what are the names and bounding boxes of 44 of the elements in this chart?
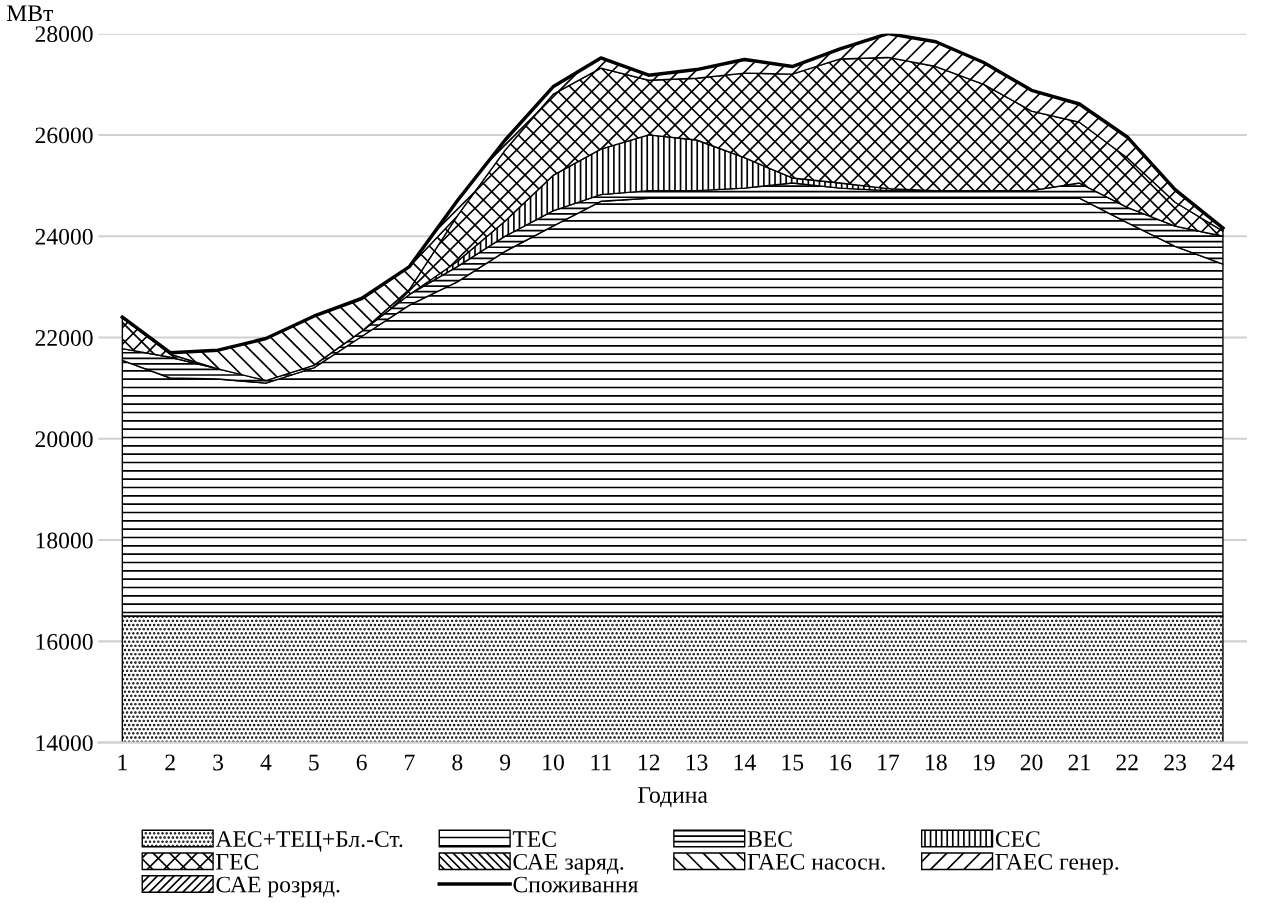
legend-label: ГЕС [216, 853, 258, 870]
y-tick-label: 16000 [36, 633, 93, 650]
x-tick-label: 21 [1068, 754, 1090, 771]
x-tick-label: 8 [452, 754, 463, 771]
y-tick-label: 18000 [36, 532, 93, 549]
x-tick-label: 5 [309, 754, 319, 771]
x-tick-label: 15 [782, 754, 804, 771]
legend-label: ВЕС [747, 831, 792, 848]
legend-label: Споживання [513, 876, 639, 893]
legend-label: ГАЕС генер. [995, 853, 1119, 875]
x-tick-label: 23 [1164, 754, 1186, 771]
x-tick-label: 3 [213, 754, 224, 771]
x-tick-label: 6 [356, 754, 367, 771]
legend-label: САЕ розряд. [216, 876, 340, 898]
x-tick-label: 22 [1116, 754, 1138, 771]
x-tick-label: 13 [686, 754, 708, 771]
x-tick-label: 16 [830, 754, 852, 771]
y-tick-label: 24000 [35, 228, 93, 245]
x-tick-label: 24 [1212, 754, 1235, 771]
x-axis-title: Година [638, 787, 708, 808]
x-tick-label: 11 [591, 754, 611, 771]
x-tick-label: 10 [543, 754, 564, 771]
x-tick-label: 2 [165, 754, 175, 771]
legend-label: СЕС [995, 831, 1040, 848]
y-tick-label: 28000 [35, 26, 93, 43]
y-tick-label: 20000 [35, 431, 93, 448]
x-tick-label: 12 [638, 754, 660, 771]
x-tick-label: 20 [1020, 754, 1043, 771]
x-tick-label: 17 [878, 754, 900, 771]
y-axis-title: МВт [6, 5, 54, 21]
y-tick-label: 26000 [35, 127, 93, 144]
y-tick-label: 14000 [36, 735, 93, 752]
x-tick-label: 19 [973, 754, 995, 771]
x-tick-label: 1 [118, 754, 127, 771]
x-tick-label: 9 [500, 754, 511, 771]
legend-label: АЕС+ТЕЦ+Бл.-Ст. [215, 831, 403, 852]
legend-label: САЕ заряд. [513, 853, 624, 875]
legend-label: ТЕС [512, 831, 556, 848]
x-tick-label: 14 [734, 754, 756, 771]
legend-label: ГАЕС насосн. [747, 853, 885, 870]
x-tick-label: 18 [926, 754, 947, 771]
x-tick-label: 4 [260, 754, 272, 771]
x-tick-label: 7 [405, 754, 415, 771]
y-tick-label: 22000 [35, 329, 93, 346]
